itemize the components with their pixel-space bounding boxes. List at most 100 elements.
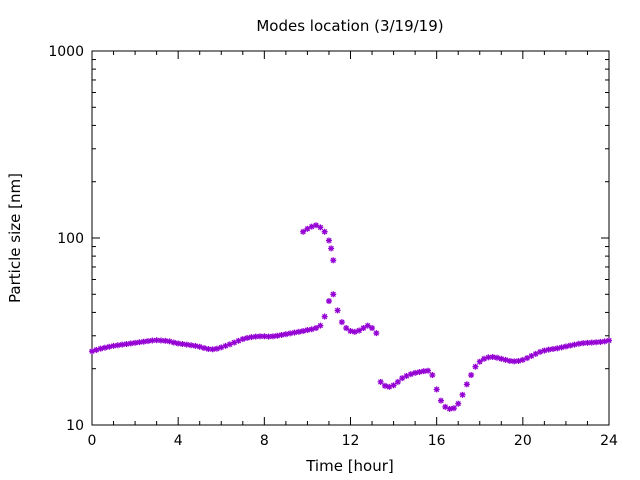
plot-area-frame (91, 50, 610, 426)
data-point (606, 337, 612, 344)
data-point (381, 382, 388, 389)
data-point (278, 331, 285, 338)
data-point (325, 237, 332, 244)
data-point (394, 378, 401, 385)
data-point (515, 357, 522, 364)
data-point (597, 338, 604, 345)
data-point (472, 363, 479, 370)
x-tick-label: 12 (342, 433, 360, 449)
data-point (149, 337, 156, 344)
data-point (300, 228, 307, 235)
data-point (601, 338, 608, 345)
y-axis: 10 100 1000 (48, 44, 609, 434)
data-point (317, 224, 324, 231)
data-point (291, 329, 298, 336)
data-point (356, 327, 363, 334)
data-point (433, 386, 440, 393)
data-point (425, 367, 432, 374)
data-point (377, 378, 384, 385)
data-point (360, 325, 367, 332)
data-point (476, 358, 483, 365)
data-point (330, 291, 337, 298)
data-point (287, 330, 294, 337)
data-point (558, 344, 565, 351)
data-series (89, 222, 612, 412)
data-point (446, 405, 453, 412)
data-point (295, 328, 302, 335)
x-tick-label: 16 (428, 433, 446, 449)
data-point (119, 341, 126, 348)
data-point (101, 344, 108, 351)
chart-title: Modes location (3/19/19) (256, 17, 443, 35)
data-point (93, 346, 100, 353)
y-axis-label: Particle size [nm] (6, 173, 24, 303)
data-point (317, 322, 324, 329)
data-point (493, 354, 500, 361)
x-axis: 0 4 8 12 16 20 24 (88, 51, 618, 449)
data-point (459, 391, 466, 398)
data-point (196, 343, 203, 350)
data-point (420, 368, 427, 375)
data-point (489, 354, 496, 361)
data-point (106, 343, 113, 350)
data-point (166, 338, 173, 345)
x-tick-label: 4 (174, 433, 183, 449)
data-point (97, 345, 104, 352)
data-point (373, 330, 380, 337)
data-point (437, 397, 444, 404)
data-point (304, 327, 311, 334)
data-point (502, 356, 509, 363)
x-tick-label: 8 (260, 433, 269, 449)
data-point (412, 369, 419, 376)
x-tick-label: 20 (514, 433, 532, 449)
x-tick-label: 0 (88, 433, 97, 449)
data-point (201, 345, 208, 352)
y-tick-label: 1000 (48, 44, 84, 60)
data-point (321, 313, 328, 320)
data-point (562, 343, 569, 350)
data-point (321, 228, 328, 235)
y-tick-label: 10 (66, 418, 84, 434)
data-point (554, 345, 561, 352)
data-point (213, 345, 220, 352)
data-point (541, 347, 548, 354)
data-point (334, 307, 341, 314)
data-point (114, 342, 121, 349)
data-point (244, 334, 251, 341)
data-point (274, 332, 281, 339)
data-point (347, 328, 354, 335)
data-point (343, 325, 350, 332)
data-point (308, 326, 315, 333)
data-point (170, 339, 177, 346)
data-point (282, 331, 289, 338)
data-point (390, 382, 397, 389)
data-point (300, 328, 307, 335)
data-point (239, 336, 246, 343)
data-point (369, 325, 376, 332)
data-point (498, 355, 505, 362)
data-point (351, 328, 358, 335)
data-point (455, 400, 462, 407)
data-point (416, 369, 423, 376)
data-point (399, 375, 406, 382)
data-point (450, 405, 457, 412)
data-point (429, 372, 436, 379)
data-point (567, 342, 574, 349)
data-point (157, 337, 164, 344)
data-point (192, 342, 199, 349)
data-point (328, 245, 335, 252)
data-point (571, 341, 578, 348)
data-point (325, 298, 332, 305)
y-tick-label: 100 (57, 231, 84, 247)
data-point (330, 257, 337, 264)
x-tick-label: 24 (600, 433, 618, 449)
x-axis-label: Time [hour] (305, 457, 394, 475)
data-point (338, 319, 345, 326)
data-point (575, 340, 582, 347)
data-point (313, 325, 320, 332)
data-point (304, 225, 311, 232)
data-point (463, 381, 470, 388)
data-point (468, 372, 475, 379)
data-point (364, 322, 371, 329)
